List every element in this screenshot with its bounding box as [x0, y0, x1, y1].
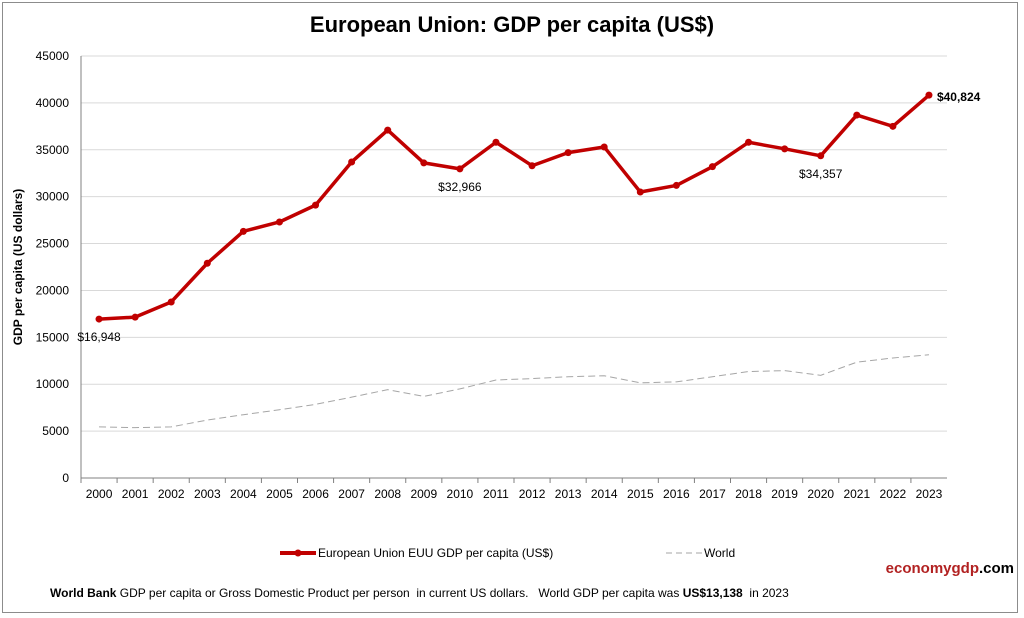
eu-data-point [853, 111, 861, 119]
legend-item-world: World [666, 546, 735, 560]
y-tick-label: 20000 [36, 283, 70, 297]
eu-data-point [925, 91, 933, 99]
footer-source: World Bank [50, 586, 117, 600]
eu-data-point [312, 201, 320, 209]
x-tick-label: 2023 [916, 487, 943, 501]
x-tick-label: 2022 [880, 487, 907, 501]
x-tick-label: 2001 [122, 487, 149, 501]
data-label-last: $40,824 [937, 90, 981, 104]
eu-data-point [636, 188, 644, 196]
eu-data-point [708, 163, 716, 171]
y-tick-label: 15000 [36, 330, 70, 344]
y-tick-label: 25000 [36, 237, 70, 251]
y-axis-label: GDP per capita (US dollars) [11, 189, 25, 346]
eu-data-point [492, 138, 500, 146]
y-tick-label: 40000 [36, 96, 70, 110]
eu-data-point [672, 181, 680, 189]
y-tick-label: 5000 [42, 424, 69, 438]
x-tick-label: 2003 [194, 487, 221, 501]
x-tick-label: 2014 [591, 487, 618, 501]
data-label: $32,966 [438, 180, 482, 194]
eu-data-point [384, 126, 392, 134]
x-tick-label: 2015 [627, 487, 654, 501]
eu-series-line [98, 93, 931, 321]
brand-part2: .com [978, 560, 1014, 577]
y-tick-label: 35000 [36, 143, 70, 157]
x-tick-label: 2004 [230, 487, 257, 501]
legend-world-swatch [666, 552, 702, 554]
eu-data-point [95, 315, 103, 323]
x-tick-label: 2000 [86, 487, 113, 501]
y-tick-label: 30000 [36, 190, 70, 204]
x-tick-label: 2017 [699, 487, 726, 501]
eu-data-point [348, 158, 356, 166]
eu-data-point [564, 149, 572, 157]
legend-eu-swatch [280, 549, 316, 557]
x-tick-label: 2010 [447, 487, 474, 501]
x-tick-label: 2002 [158, 487, 185, 501]
brand-logo[interactable]: economygdp.com [886, 560, 1014, 577]
eu-data-point [239, 227, 247, 235]
x-tick-label: 2005 [266, 487, 293, 501]
eu-data-point [167, 298, 175, 306]
y-tick-label: 10000 [36, 377, 70, 391]
footer-text2: in 2023 [742, 586, 789, 600]
x-tick-label: 2013 [555, 487, 582, 501]
x-tick-label: 2018 [735, 487, 762, 501]
eu-data-point [745, 138, 753, 146]
world-series-line [99, 354, 930, 429]
legend-item-eu: European Union EUU GDP per capita (US$) [280, 546, 553, 560]
eu-data-point [131, 313, 139, 321]
chart-title: European Union: GDP per capita (US$) [309, 12, 715, 37]
y-tick-label: 0 [62, 471, 69, 485]
brand-part1: economygdp [885, 560, 979, 577]
eu-data-point [781, 145, 789, 153]
x-tick-label: 2019 [771, 487, 798, 501]
eu-data-point [817, 152, 825, 160]
eu-data-point [528, 162, 536, 170]
x-tick-label: 2016 [663, 487, 690, 501]
legend-eu-label: European Union EUU GDP per capita (US$) [318, 546, 554, 560]
eu-data-point [889, 122, 897, 130]
eu-data-point [456, 165, 464, 173]
x-tick-label: 2020 [807, 487, 834, 501]
footer-note: World Bank GDP per capita or Gross Domes… [50, 586, 789, 600]
eu-data-point [275, 218, 283, 226]
x-tick-label: 2006 [302, 487, 329, 501]
y-tick-label: 45000 [36, 49, 70, 63]
x-tick-label: 2012 [519, 487, 546, 501]
footer-text1: GDP per capita or Gross Domestic Product… [116, 586, 683, 600]
x-tick-label: 2008 [374, 487, 401, 501]
data-label: $16,948 [77, 330, 121, 344]
eu-data-point [600, 143, 608, 151]
eu-data-point [203, 259, 211, 267]
x-tick-label: 2009 [410, 487, 437, 501]
data-label: $34,357 [799, 167, 843, 181]
x-tick-label: 2021 [843, 487, 870, 501]
eu-data-point [420, 159, 428, 167]
legend-world-label: World [704, 546, 736, 560]
footer-world-value: US$13,138 [682, 586, 743, 600]
x-tick-label: 2007 [338, 487, 365, 501]
x-tick-label: 2011 [483, 487, 509, 501]
